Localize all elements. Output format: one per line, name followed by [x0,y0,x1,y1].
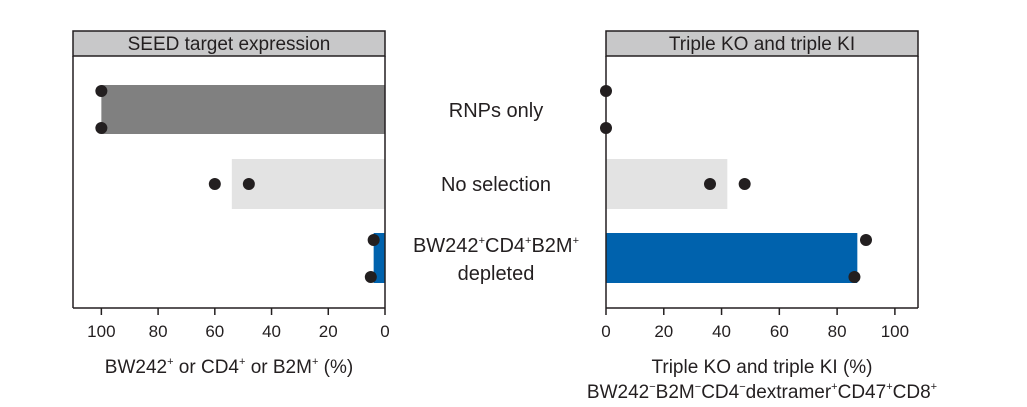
right-point-1-1 [738,178,751,190]
category-labels: RNPs only No selection BW242+CD4+B2M+ deple… [413,100,579,285]
right-bar-2 [606,233,858,283]
right-title: Triple KO and triple KI [669,34,855,55]
left-point-1-0 [208,178,221,190]
right-tick-label-1: 20 [654,322,673,341]
right-tick-label-0: 0 [601,322,610,341]
left-tick-label-0: 100 [87,322,115,341]
left-header [72,30,386,57]
left-point-2-0 [367,234,380,246]
left-tick-label-2: 60 [205,322,224,341]
left-point-0-1 [95,122,108,134]
right-header [605,30,919,57]
left-tick-label-5: 0 [380,322,389,341]
category-label-depleted-line-2: depleted [458,263,535,285]
right-xlabel: Triple KO and triple KI (%) [651,357,872,378]
category-label-rnps-only: RNPs only [449,100,543,122]
left-tick-label-3: 40 [262,322,281,341]
left-xlabel: BW242+ or CD4+ or B2M+ (%) [105,356,353,378]
left-bar-1 [231,159,385,209]
left-point-2-1 [364,271,377,283]
category-label-depleted-line-1: BW242+CD4+B2M+ [413,235,579,257]
panel-seed-target-expression: SEED target expression 100 80 60 40 20 0 BW242+… [72,30,390,378]
left-point-0-0 [95,85,108,97]
right-tick-label-3: 60 [770,322,789,341]
right-point-2-1 [848,271,861,283]
right-tick-label-4: 80 [828,322,847,341]
left-title: SEED target expression [128,34,331,55]
category-label-no-selection: No selection [441,174,551,196]
left-bar-0 [101,85,385,134]
right-tick-label-2: 40 [712,322,731,341]
left-tick-label-4: 20 [319,322,338,341]
left-tick-label-1: 80 [149,322,168,341]
right-point-1-0 [704,178,716,190]
right-point-2-0 [860,234,872,246]
right-tick-label-5: 100 [881,322,909,341]
left-point-1-1 [242,178,255,190]
panel-triple-ko-ki: Triple KO and triple KI 0 20 40 60 80 100 Tripl… [587,30,937,403]
left-bar-2 [373,233,385,283]
right-xlabel-2: BW242−B2M−CD4−dextramer+CD47+CD8+ [587,381,937,403]
